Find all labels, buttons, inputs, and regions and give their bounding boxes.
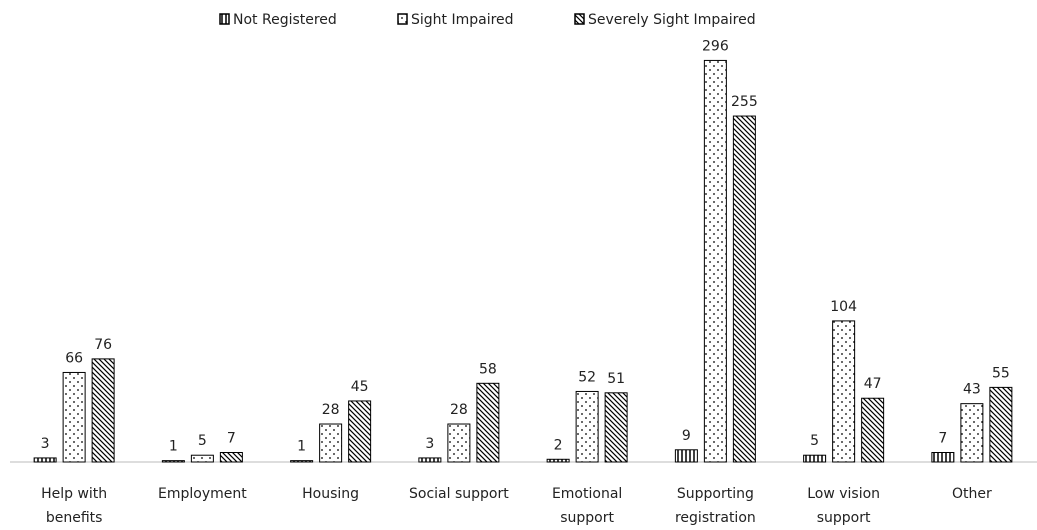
data-label: 47 bbox=[864, 376, 882, 392]
bar bbox=[190, 454, 214, 463]
data-label: 7 bbox=[227, 431, 236, 447]
bar bbox=[832, 320, 856, 463]
bar bbox=[418, 457, 442, 463]
x-tick-label: Social support bbox=[409, 486, 509, 502]
data-label: 52 bbox=[578, 369, 596, 385]
data-label: 28 bbox=[450, 402, 468, 418]
legend-label: Sight Impaired bbox=[411, 12, 514, 28]
bar bbox=[33, 457, 57, 463]
data-label: 45 bbox=[351, 379, 369, 395]
data-label: 43 bbox=[963, 382, 981, 398]
x-tick-label: Help with benefits bbox=[41, 486, 107, 526]
data-label: 255 bbox=[731, 94, 758, 110]
bar bbox=[732, 115, 756, 463]
data-label: 5 bbox=[198, 433, 207, 449]
data-label: 7 bbox=[938, 431, 947, 447]
data-label: 3 bbox=[41, 436, 50, 452]
bar bbox=[319, 423, 343, 463]
x-tick-label: Other bbox=[952, 486, 992, 502]
data-label: 51 bbox=[607, 371, 625, 387]
data-label: 9 bbox=[682, 428, 691, 444]
data-label: 1 bbox=[297, 439, 306, 455]
legend-swatch bbox=[397, 13, 408, 25]
bar bbox=[348, 400, 372, 463]
data-label: 76 bbox=[94, 337, 112, 353]
bar bbox=[703, 59, 727, 463]
bar bbox=[290, 460, 314, 463]
x-tick-label: Emotional support bbox=[552, 486, 622, 526]
bar bbox=[575, 390, 599, 463]
bar bbox=[546, 458, 570, 463]
bar bbox=[91, 358, 115, 463]
data-label: 3 bbox=[425, 436, 434, 452]
bar bbox=[960, 403, 984, 463]
legend-swatch bbox=[219, 13, 230, 25]
bar bbox=[861, 397, 885, 463]
bar bbox=[219, 452, 243, 463]
bar bbox=[674, 449, 698, 463]
data-label: 104 bbox=[830, 299, 857, 315]
bar bbox=[62, 371, 86, 463]
bar bbox=[161, 460, 185, 463]
data-label: 296 bbox=[702, 38, 729, 54]
data-label: 2 bbox=[554, 437, 563, 453]
data-label: 55 bbox=[992, 365, 1010, 381]
bar bbox=[476, 382, 500, 463]
data-label: 1 bbox=[169, 439, 178, 455]
bar bbox=[931, 452, 955, 463]
x-tick-label: Low vision support bbox=[807, 486, 880, 526]
bar bbox=[604, 392, 628, 463]
data-label: 5 bbox=[810, 433, 819, 449]
legend-label: Severely Sight Impaired bbox=[588, 12, 756, 28]
data-label: 66 bbox=[65, 350, 83, 366]
x-tick-label: Supporting registration bbox=[675, 486, 756, 526]
data-label: 28 bbox=[322, 402, 340, 418]
legend-label: Not Registered bbox=[233, 12, 337, 28]
x-tick-label: Housing bbox=[302, 486, 359, 502]
legend-swatch bbox=[574, 13, 585, 25]
bar bbox=[989, 386, 1013, 463]
bar bbox=[803, 454, 827, 463]
data-label: 58 bbox=[479, 361, 497, 377]
bar bbox=[447, 423, 471, 463]
x-tick-label: Employment bbox=[158, 486, 247, 502]
